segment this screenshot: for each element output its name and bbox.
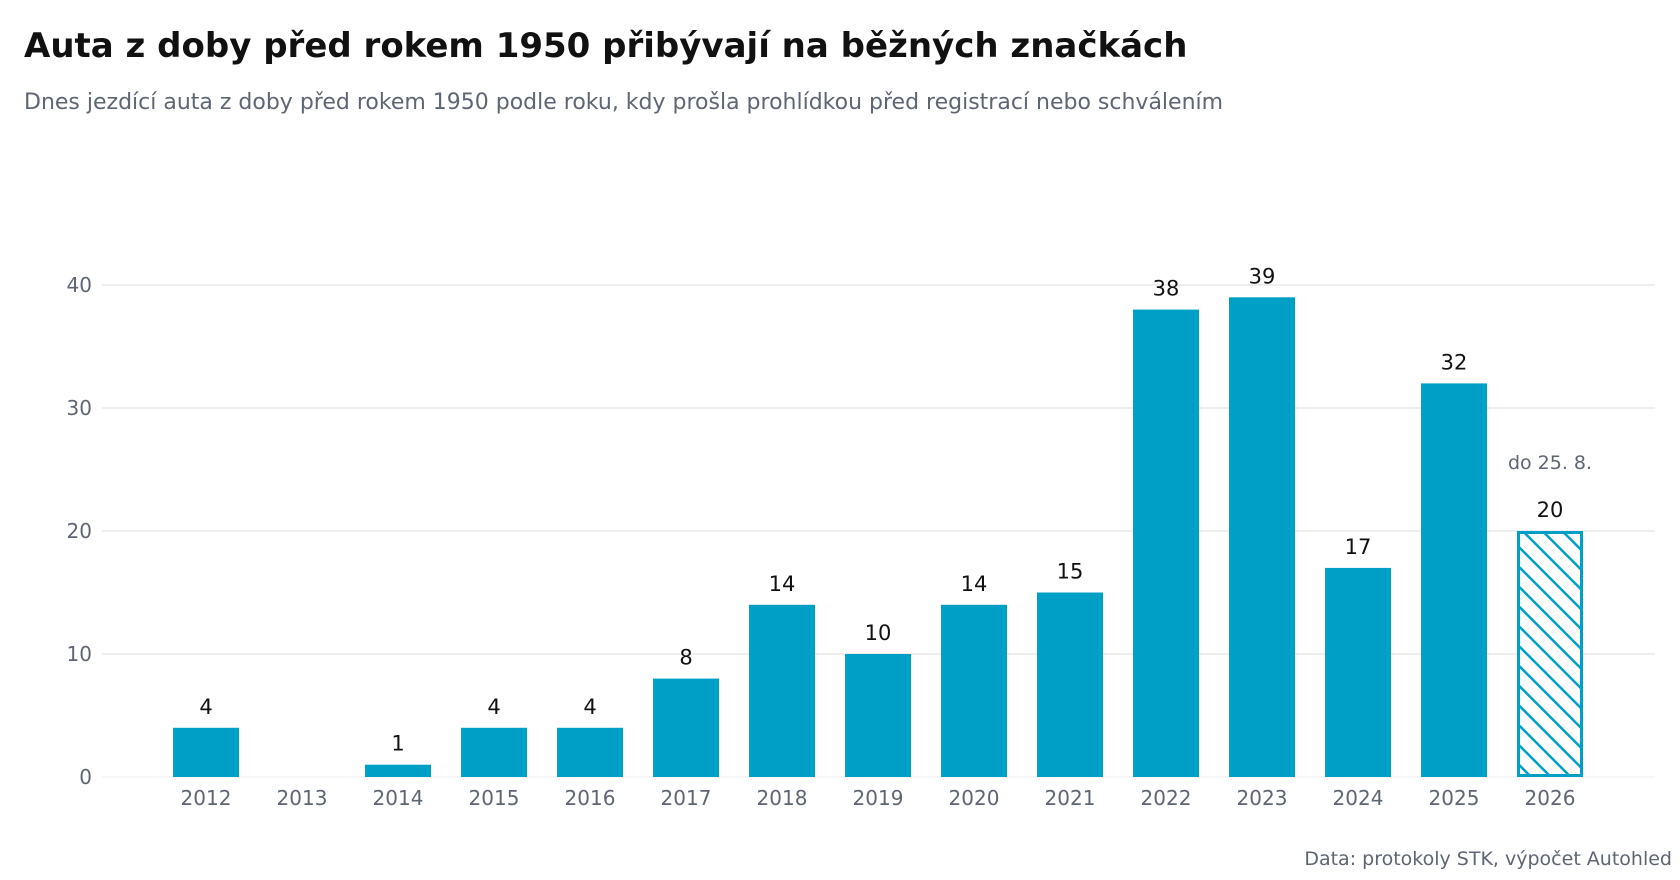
y-tick-label: 40: [67, 273, 92, 297]
bar-2025: [1421, 383, 1487, 777]
data-label-2023: 39: [1249, 264, 1276, 288]
x-tick-label-2021: 2021: [1045, 786, 1096, 810]
x-tick-label-2026: 2026: [1525, 786, 1576, 810]
bar-2019: [845, 654, 911, 777]
x-tick-label-2015: 2015: [469, 786, 520, 810]
x-tick-label-2017: 2017: [661, 786, 712, 810]
bar-2024: [1325, 567, 1391, 777]
bar-2022: [1133, 309, 1199, 777]
bar-2023: [1229, 297, 1295, 777]
data-label-2015: 4: [487, 695, 500, 719]
data-label-2016: 4: [583, 695, 596, 719]
bar-2017: [653, 678, 719, 777]
data-label-2018: 14: [769, 572, 796, 596]
y-tick-label: 0: [79, 765, 92, 789]
x-tick-label-2024: 2024: [1333, 786, 1384, 810]
data-label-2019: 10: [865, 621, 892, 645]
bar-2016: [557, 727, 623, 777]
data-label-2017: 8: [679, 646, 692, 670]
chart-subtitle: Dnes jezdící auta z doby před rokem 1950…: [24, 90, 1224, 115]
data-label-2012: 4: [199, 695, 212, 719]
y-tick-label: 10: [67, 642, 92, 666]
x-tick-label-2016: 2016: [565, 786, 616, 810]
x-tick-label-2022: 2022: [1141, 786, 1192, 810]
x-tick-label-2018: 2018: [757, 786, 808, 810]
bar-2012: [173, 727, 239, 777]
bar-2020: [941, 604, 1007, 777]
y-tick-label: 20: [67, 519, 92, 543]
x-tick-label-2012: 2012: [181, 786, 232, 810]
bar-2026: [1517, 531, 1583, 777]
x-tick-label-2014: 2014: [373, 786, 424, 810]
bar-2015: [461, 727, 527, 777]
x-tick-label-2019: 2019: [853, 786, 904, 810]
data-label-2024: 17: [1345, 535, 1372, 559]
bar-2018: [749, 604, 815, 777]
data-label-2014: 1: [391, 732, 404, 756]
y-tick-label: 30: [67, 396, 92, 420]
x-tick-label-2023: 2023: [1237, 786, 1288, 810]
chart-title: Auta z doby před rokem 1950 přibývají na…: [24, 26, 1188, 66]
data-source: Data: protokoly STK, výpočet Autohled: [1304, 848, 1672, 870]
data-label-2020: 14: [961, 572, 988, 596]
x-tick-label-2020: 2020: [949, 786, 1000, 810]
bars: [173, 297, 1583, 777]
data-label-2021: 15: [1057, 560, 1084, 584]
data-label-2022: 38: [1153, 277, 1180, 301]
bar-2021: [1037, 592, 1103, 777]
data-label-2026: 20: [1537, 498, 1564, 522]
partial-note: do 25. 8.: [1508, 452, 1592, 474]
x-tick-label-2025: 2025: [1429, 786, 1480, 810]
data-label-2025: 32: [1441, 350, 1468, 374]
x-tick-label-2013: 2013: [277, 786, 328, 810]
bar-2014: [365, 764, 431, 777]
